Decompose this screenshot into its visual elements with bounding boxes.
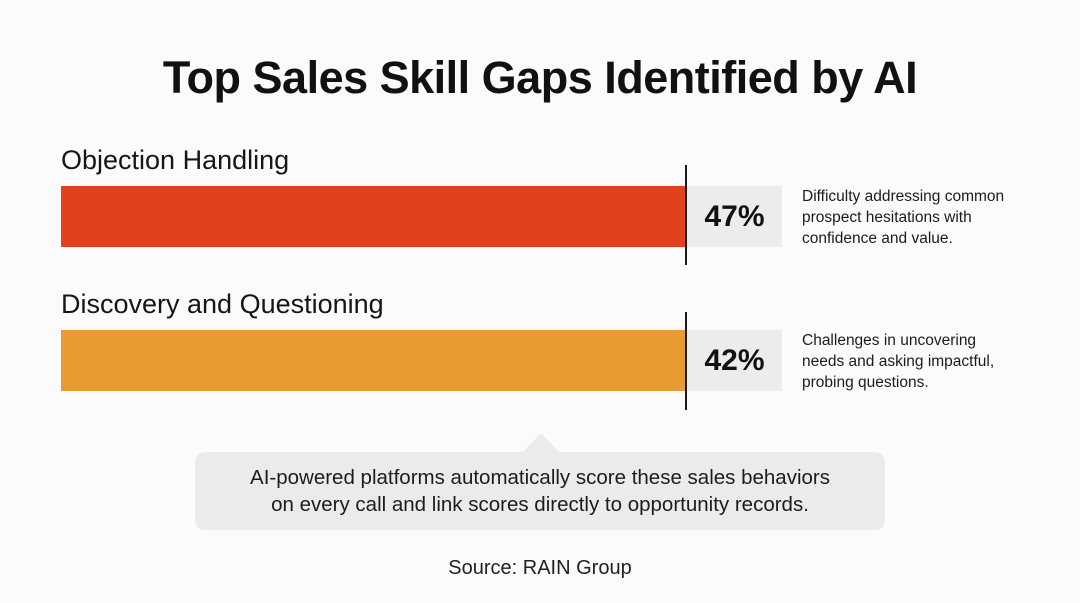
bar-objection-handling — [61, 186, 686, 247]
description-line: probing questions. — [802, 374, 929, 391]
description-line: confidence and value. — [802, 230, 953, 247]
description-line: Difficulty addressing common — [802, 188, 1005, 205]
description-line: prospect hesitations with — [802, 209, 972, 226]
callout-line: AI-powered platforms automatically score… — [250, 466, 830, 489]
callout-pointer — [522, 433, 560, 453]
bar-description: Challenges in uncovering needs and askin… — [802, 330, 1062, 393]
description-line: needs and asking impactful, — [802, 353, 995, 370]
bar-description: Difficulty addressing common prospect he… — [802, 186, 1062, 249]
callout-box: AI-powered platforms automatically score… — [195, 452, 885, 530]
category-label: Objection Handling — [61, 145, 290, 175]
bar-divider-line — [685, 312, 687, 410]
value-label: 47% — [687, 186, 782, 247]
bar-discovery-and-questioning — [61, 330, 686, 391]
category-label: Discovery and Questioning — [61, 289, 384, 319]
description-line: Challenges in uncovering — [802, 332, 977, 349]
callout-line: on every call and link scores directly t… — [271, 493, 809, 516]
value-label: 42% — [687, 330, 782, 391]
bar-divider-line — [685, 165, 687, 265]
source-note: Source: RAIN Group — [448, 557, 632, 579]
chart-title: Top Sales Skill Gaps Identified by AI — [162, 52, 918, 103]
